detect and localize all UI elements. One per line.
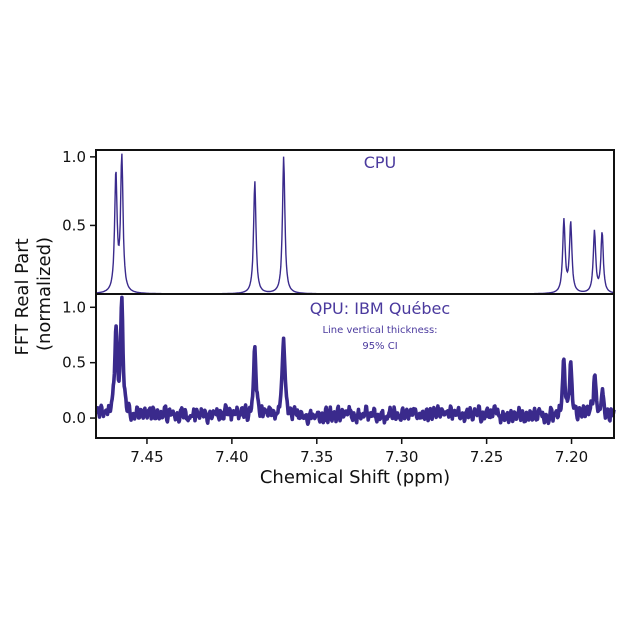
qpu-annotation-line1: Line vertical thickness: [322,325,437,336]
x-tick-label: 7.35 [300,448,333,466]
x-tick-label: 7.20 [555,448,588,466]
y-axis-label-line1: FFT Real Part [12,238,33,355]
y-tick-label: 0.0 [62,409,86,427]
x-axis-label: Chemical Shift (ppm) [260,467,450,488]
qpu-annotation-line2: 95% CI [362,341,397,352]
y-tick-label: 1.0 [62,148,86,166]
x-tick-label: 7.45 [130,448,163,466]
y-tick-label: 1.0 [62,298,86,316]
cpu-panel-frame [95,149,615,295]
y-tick-label: 0.5 [62,216,86,234]
qpu-panel-frame [95,293,615,439]
y-axis-label: FFT Real Part (normalized) [12,233,55,356]
cpu-panel-title: CPU [364,153,397,172]
x-tick-label: 7.30 [385,448,418,466]
x-tick-label: 7.25 [470,448,503,466]
cpu-spectrum-line [96,153,615,295]
cpu-y-ticks: 0.5 1.0 [62,148,96,234]
qpu-panel: 0.0 0.5 1.0 QPU: IBM Québec Line vertical … [62,293,616,439]
y-tick-label: 0.5 [62,354,86,372]
qpu-y-ticks: 0.0 0.5 1.0 [62,298,96,427]
qpu-panel-title: QPU: IBM Québec [310,299,450,318]
qpu-spectrum-line [94,295,616,426]
y-axis-label-line2: (normalized) [34,237,55,351]
x-tick-label: 7.40 [215,448,248,466]
cpu-panel: 0.5 1.0 CPU [62,148,615,295]
x-ticks: 7.45 7.40 7.35 7.30 7.25 7.20 [130,438,588,466]
